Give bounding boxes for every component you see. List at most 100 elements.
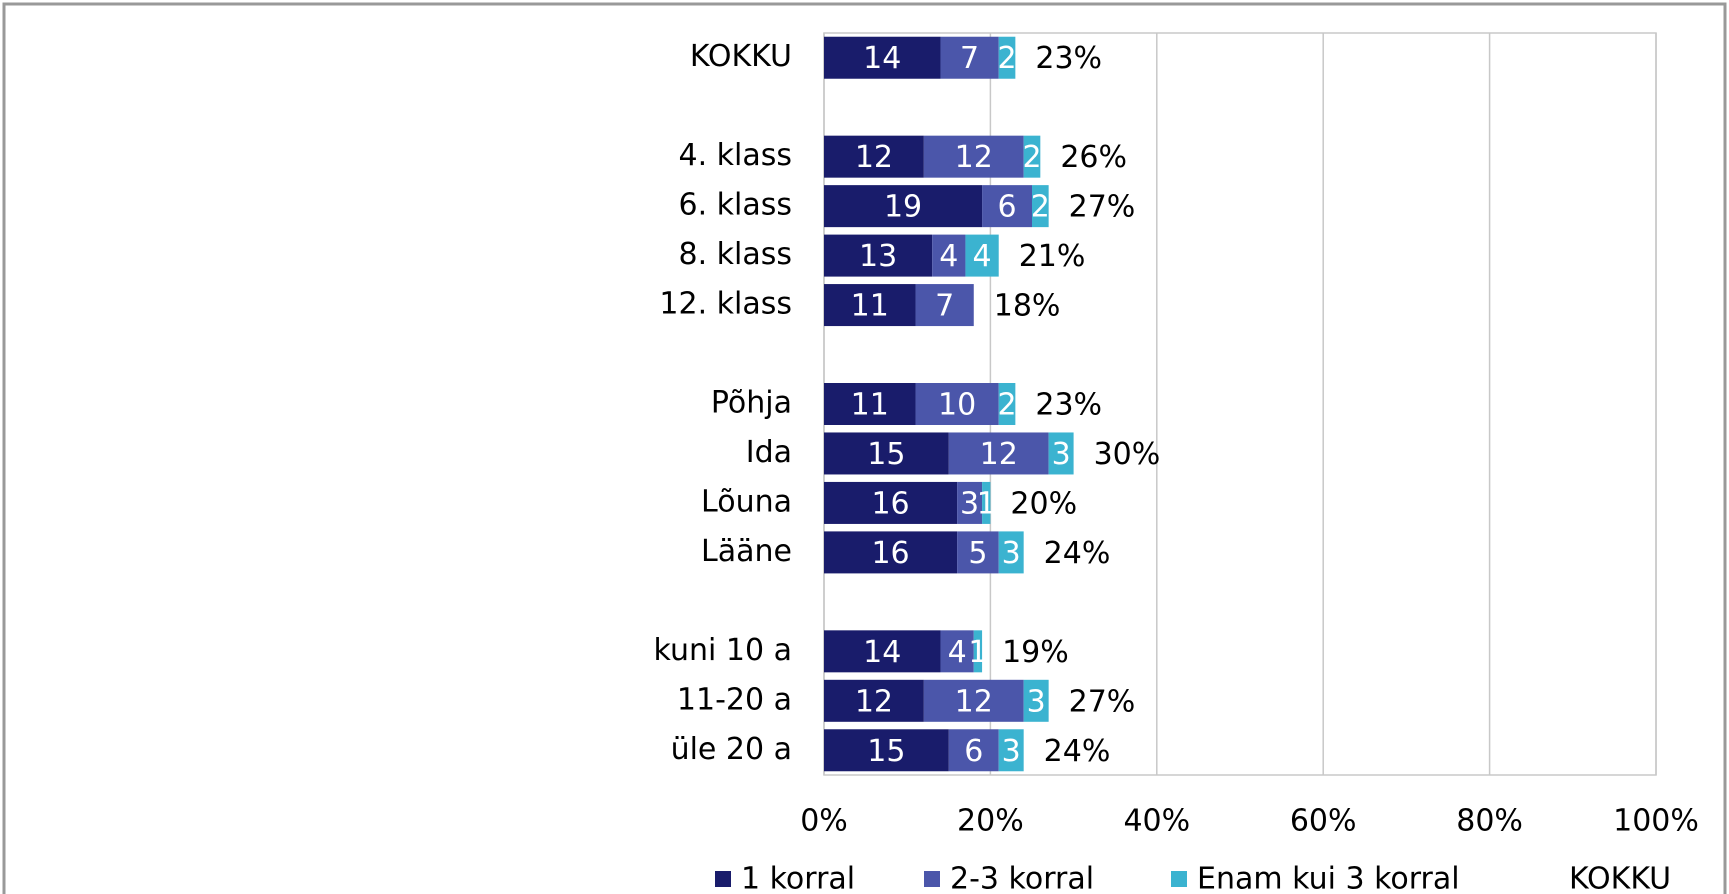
total-label: 18%	[994, 289, 1061, 324]
legend-swatch	[1171, 871, 1187, 887]
data-label: 2	[1022, 140, 1041, 175]
data-label: 14	[863, 41, 901, 76]
bar-segment	[998, 729, 1024, 772]
total-label: 21%	[1019, 239, 1086, 274]
data-label: 2	[997, 41, 1016, 76]
legend-label: KOKKU	[1569, 862, 1671, 894]
data-label: 1	[968, 635, 987, 670]
total-label: 26%	[1060, 140, 1127, 175]
bar-segment	[1023, 135, 1041, 178]
x-tick-label: 0%	[800, 804, 848, 839]
x-tick-label: 60%	[1290, 804, 1357, 839]
data-label: 7	[935, 289, 954, 324]
bar-segment	[973, 630, 983, 673]
y-tick-label: 4. klass	[678, 138, 792, 173]
data-label: 3	[1002, 734, 1021, 769]
bar-segment	[915, 383, 999, 425]
data-label: 12	[855, 684, 893, 719]
legend-label: 2-3 korral	[950, 862, 1094, 894]
bar-segment	[824, 630, 941, 673]
bar-segment	[824, 185, 983, 228]
bar-segment	[932, 234, 966, 277]
total-label: 24%	[1044, 536, 1111, 571]
data-label: 14	[863, 635, 901, 670]
bar-segment	[824, 432, 949, 475]
y-tick-label: Ida	[746, 435, 792, 470]
bar-segment	[965, 234, 999, 277]
bar-segment	[1048, 432, 1074, 475]
bar-segment	[923, 679, 1024, 722]
bar-segment	[824, 531, 958, 574]
y-tick-label: üle 20 a	[671, 732, 792, 767]
y-tick-label: 11-20 a	[677, 682, 792, 717]
data-label: 12	[955, 684, 993, 719]
data-label: 15	[867, 734, 905, 769]
bar-segment	[998, 383, 1016, 425]
bar-segment	[940, 630, 974, 673]
bar-segment	[824, 729, 949, 772]
y-tick-label: 6. klass	[678, 188, 792, 223]
total-label: 19%	[1002, 635, 1069, 670]
legend-label: 1 korral	[741, 862, 855, 894]
y-tick-label: Põhja	[711, 386, 792, 421]
data-label: 19	[884, 190, 922, 225]
data-label: 4	[939, 239, 958, 274]
data-label: 4	[973, 239, 992, 274]
legend-label: Enam kui 3 korral	[1197, 862, 1460, 894]
x-tick-label: 100%	[1613, 804, 1699, 839]
data-label: 3	[1002, 536, 1021, 571]
data-label: 2	[997, 388, 1016, 423]
bar-segment	[824, 679, 924, 722]
data-label: 12	[855, 140, 893, 175]
bar-segment	[824, 234, 933, 277]
x-tick-label: 20%	[957, 804, 1024, 839]
total-label: 27%	[1069, 190, 1136, 225]
total-label: 30%	[1094, 437, 1161, 472]
bar-segment	[824, 36, 941, 79]
bar-segment	[1032, 185, 1049, 228]
bar-segment	[923, 135, 1024, 178]
bar-segment	[824, 481, 958, 524]
y-tick-label: 8. klass	[678, 237, 792, 272]
data-label: 11	[851, 289, 889, 324]
data-label: 7	[960, 41, 979, 76]
bar-segment	[940, 36, 999, 79]
bar-segment	[998, 36, 1016, 79]
y-tick-label: 12. klass	[659, 287, 792, 322]
y-tick-label: kuni 10 a	[654, 633, 792, 668]
data-label: 3	[1052, 437, 1071, 472]
bar-segment	[1023, 679, 1049, 722]
data-label: 5	[968, 536, 987, 571]
data-label: 12	[980, 437, 1018, 472]
x-tick-label: 80%	[1456, 804, 1523, 839]
total-label: 24%	[1044, 734, 1111, 769]
data-label: 4	[948, 635, 967, 670]
data-label: 1	[977, 486, 996, 521]
data-label: 16	[871, 486, 909, 521]
bar-segment	[948, 432, 1049, 475]
total-label: 23%	[1035, 41, 1102, 76]
data-label: 16	[871, 536, 909, 571]
total-label: 27%	[1069, 684, 1136, 719]
bar-segment	[824, 284, 916, 327]
legend-swatch	[924, 871, 940, 887]
y-tick-label: Lääne	[701, 534, 792, 569]
bar-segment	[982, 481, 991, 524]
bar-segment	[998, 531, 1024, 574]
data-label: 2	[1031, 190, 1050, 225]
data-label: 3	[1027, 684, 1046, 719]
data-label: 6	[997, 190, 1016, 225]
total-label: 20%	[1010, 486, 1077, 521]
bar-segment	[824, 383, 916, 425]
total-label: 23%	[1035, 388, 1102, 423]
data-label: 15	[867, 437, 905, 472]
bar-segment	[824, 135, 924, 178]
legend-swatch	[715, 871, 731, 887]
data-label: 12	[955, 140, 993, 175]
data-label: 6	[964, 734, 983, 769]
bar-segment	[948, 729, 999, 772]
bar-segment	[957, 481, 983, 524]
y-tick-label: KOKKU	[690, 39, 792, 74]
y-tick-label: Lõuna	[701, 484, 792, 519]
